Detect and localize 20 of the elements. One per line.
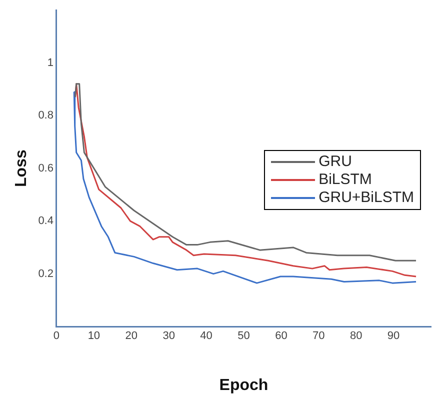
x-tick-label: 0 — [53, 330, 60, 342]
x-tick-label: 20 — [125, 330, 138, 342]
x-tick-label: 30 — [162, 330, 175, 342]
legend-label: GRU — [318, 153, 352, 171]
x-axis-title: Epoch — [219, 376, 268, 394]
x-tick-label: 70 — [312, 330, 325, 342]
x-tick-label: 90 — [387, 330, 400, 342]
y-tick-label: 0.4 — [38, 215, 54, 228]
x-tick-label: 40 — [200, 330, 212, 342]
x-tick-label: 50 — [238, 330, 250, 342]
x-tick-label: 10 — [88, 330, 100, 342]
y-tick-label: 0.2 — [38, 268, 54, 280]
legend-label: BiLSTM — [318, 171, 372, 189]
x-tick-label: 80 — [350, 330, 362, 342]
legend-label: GRU+BiLSTM — [318, 189, 414, 207]
y-axis-title: Loss — [13, 150, 30, 187]
y-tick-label: 0.6 — [38, 162, 54, 174]
y-tick-label: 0.8 — [38, 110, 54, 122]
y-tick-label: 1 — [47, 56, 54, 69]
x-tick-label: 60 — [275, 330, 288, 342]
